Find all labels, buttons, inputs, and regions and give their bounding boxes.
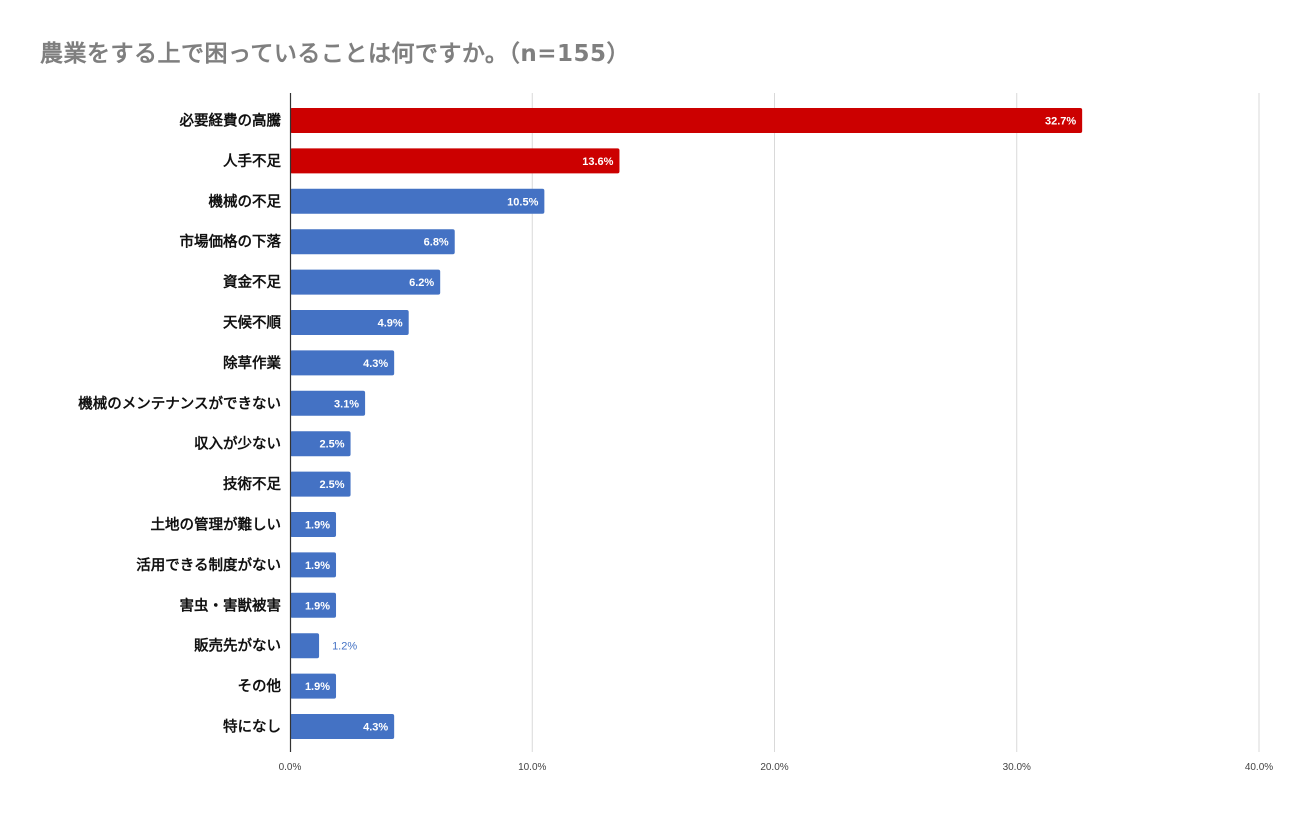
chart-title: 農業をする上で困っていることは何ですか。（n=155）	[40, 41, 631, 67]
bar	[290, 390, 366, 416]
bar	[290, 108, 1083, 133]
data-label: 2.5%	[319, 439, 344, 451]
data-label: 13.6%	[582, 156, 613, 168]
x-tick-label: 0.0%	[279, 762, 302, 773]
bar	[290, 471, 351, 497]
x-tick-label: 20.0%	[760, 762, 788, 773]
category-label: 技術不足	[223, 475, 281, 493]
category-label: 販売先がない	[194, 637, 281, 655]
category-label: 土地の管理が難しい	[151, 516, 282, 534]
bar	[290, 269, 441, 295]
data-label: 6.2%	[409, 277, 434, 289]
category-label: 収入が少ない	[194, 435, 281, 453]
category-label: 天候不順	[223, 314, 281, 332]
category-label: その他	[238, 677, 282, 695]
category-label: 除草作業	[223, 354, 281, 372]
category-label: 必要経費の高騰	[179, 112, 282, 130]
bar	[290, 633, 320, 659]
bar	[290, 673, 337, 699]
data-label: 4.3%	[363, 722, 388, 734]
bar	[290, 512, 337, 537]
data-label: 3.1%	[334, 398, 359, 410]
category-label: 機械の不足	[209, 192, 282, 210]
x-tick-label: 40.0%	[1245, 762, 1273, 773]
category-label: 市場価格の下落	[180, 233, 282, 251]
bar	[290, 592, 337, 618]
bar	[290, 188, 545, 214]
x-tick-label: 30.0%	[1003, 762, 1031, 773]
category-label: 活用できる制度がない	[136, 556, 281, 574]
bar	[290, 148, 620, 174]
x-tick-label: 10.0%	[518, 762, 546, 773]
data-label: 1.9%	[305, 520, 330, 532]
data-label: 1.9%	[305, 560, 330, 572]
bar	[290, 229, 455, 255]
data-label: 1.2%	[332, 641, 357, 653]
bar	[290, 714, 395, 739]
data-label: 6.8%	[424, 237, 449, 249]
bar	[290, 552, 337, 578]
bar	[290, 431, 351, 457]
data-label: 4.3%	[363, 358, 388, 370]
data-label: 2.5%	[319, 479, 344, 491]
data-label: 10.5%	[507, 196, 538, 208]
bar	[290, 310, 409, 335]
data-label: 1.9%	[305, 600, 330, 612]
data-label: 32.7%	[1045, 116, 1076, 128]
data-label: 1.9%	[305, 681, 330, 693]
bar	[290, 350, 395, 376]
category-label: 特になし	[223, 718, 281, 736]
category-label: 人手不足	[223, 152, 281, 170]
category-label: 機械のメンテナンスができない	[78, 394, 281, 412]
category-label: 資金不足	[223, 273, 281, 291]
data-label: 4.9%	[378, 318, 403, 330]
category-label: 害虫・害獣被害	[180, 596, 282, 614]
